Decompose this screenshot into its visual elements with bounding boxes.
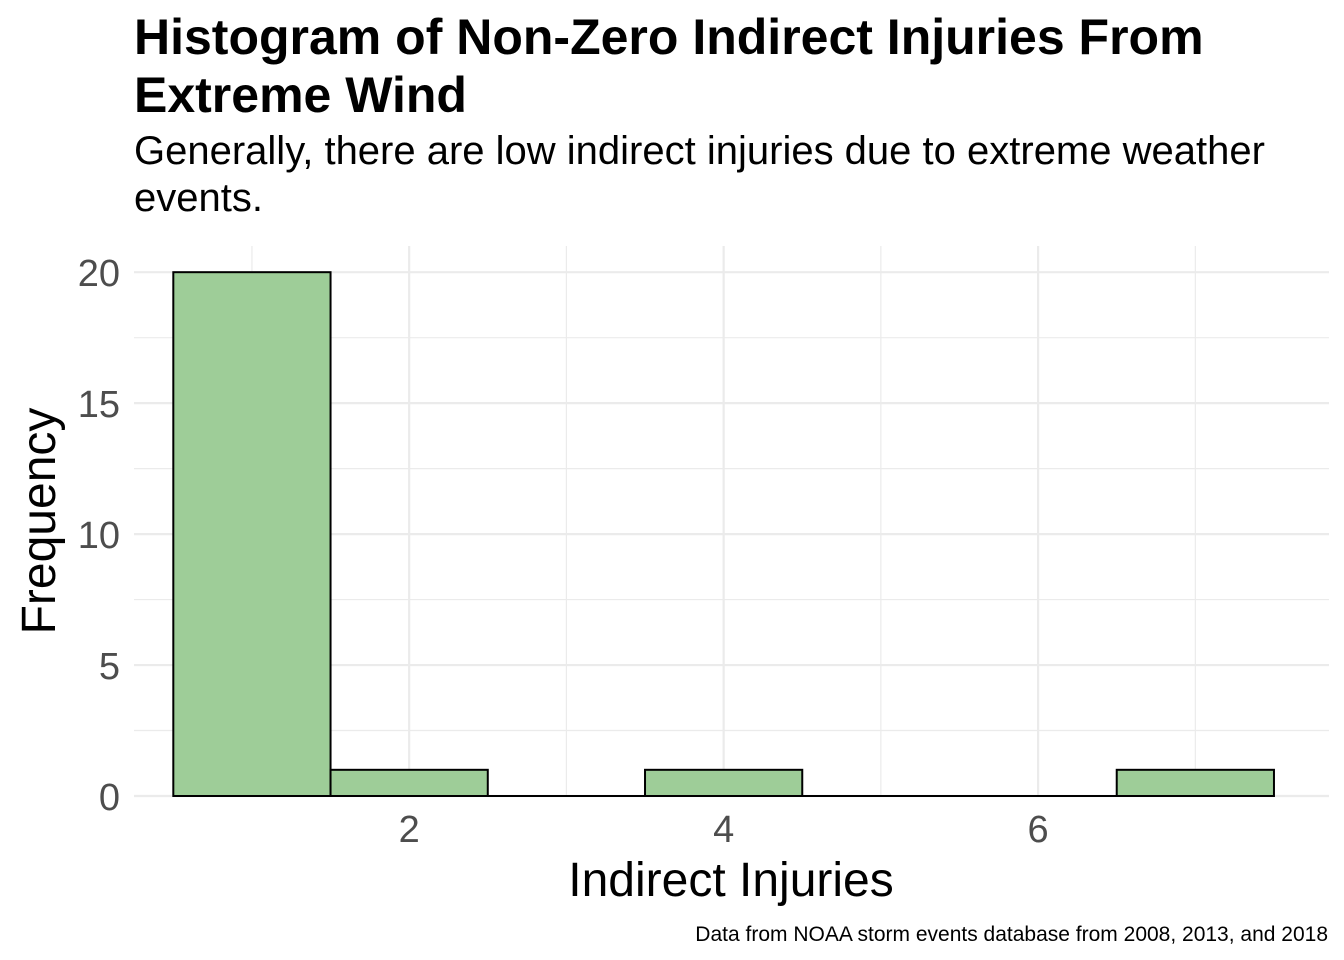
chart-title: Histogram of Non-Zero Indirect Injuries … [134, 9, 1204, 123]
histogram-bar [329, 768, 489, 797]
x-axis-ticks: 2 4 6 [399, 809, 1049, 851]
histogram-bar [1115, 768, 1275, 797]
histogram-bars [172, 271, 1275, 797]
x-tick-label: 4 [713, 809, 734, 851]
x-tick-label: 2 [399, 809, 420, 851]
chart-caption: Data from NOAA storm events database fro… [695, 923, 1328, 946]
y-tick-label: 0 [99, 777, 120, 819]
chart-subtitle: Generally, there are low indirect injuri… [134, 129, 1265, 220]
y-tick-label: 10 [78, 515, 120, 557]
y-axis-label: Frequency [13, 408, 66, 635]
y-tick-label: 20 [78, 253, 120, 295]
chart-header: Histogram of Non-Zero Indirect Injuries … [134, 8, 1339, 222]
y-axis-ticks: 0 5 10 15 20 [78, 253, 120, 819]
x-tick-label: 6 [1028, 809, 1049, 851]
x-axis-label: Indirect Injuries [568, 854, 893, 907]
y-tick-label: 5 [99, 646, 120, 688]
histogram-bar [172, 271, 332, 797]
histogram-bar [644, 768, 804, 797]
y-tick-label: 15 [78, 384, 120, 426]
